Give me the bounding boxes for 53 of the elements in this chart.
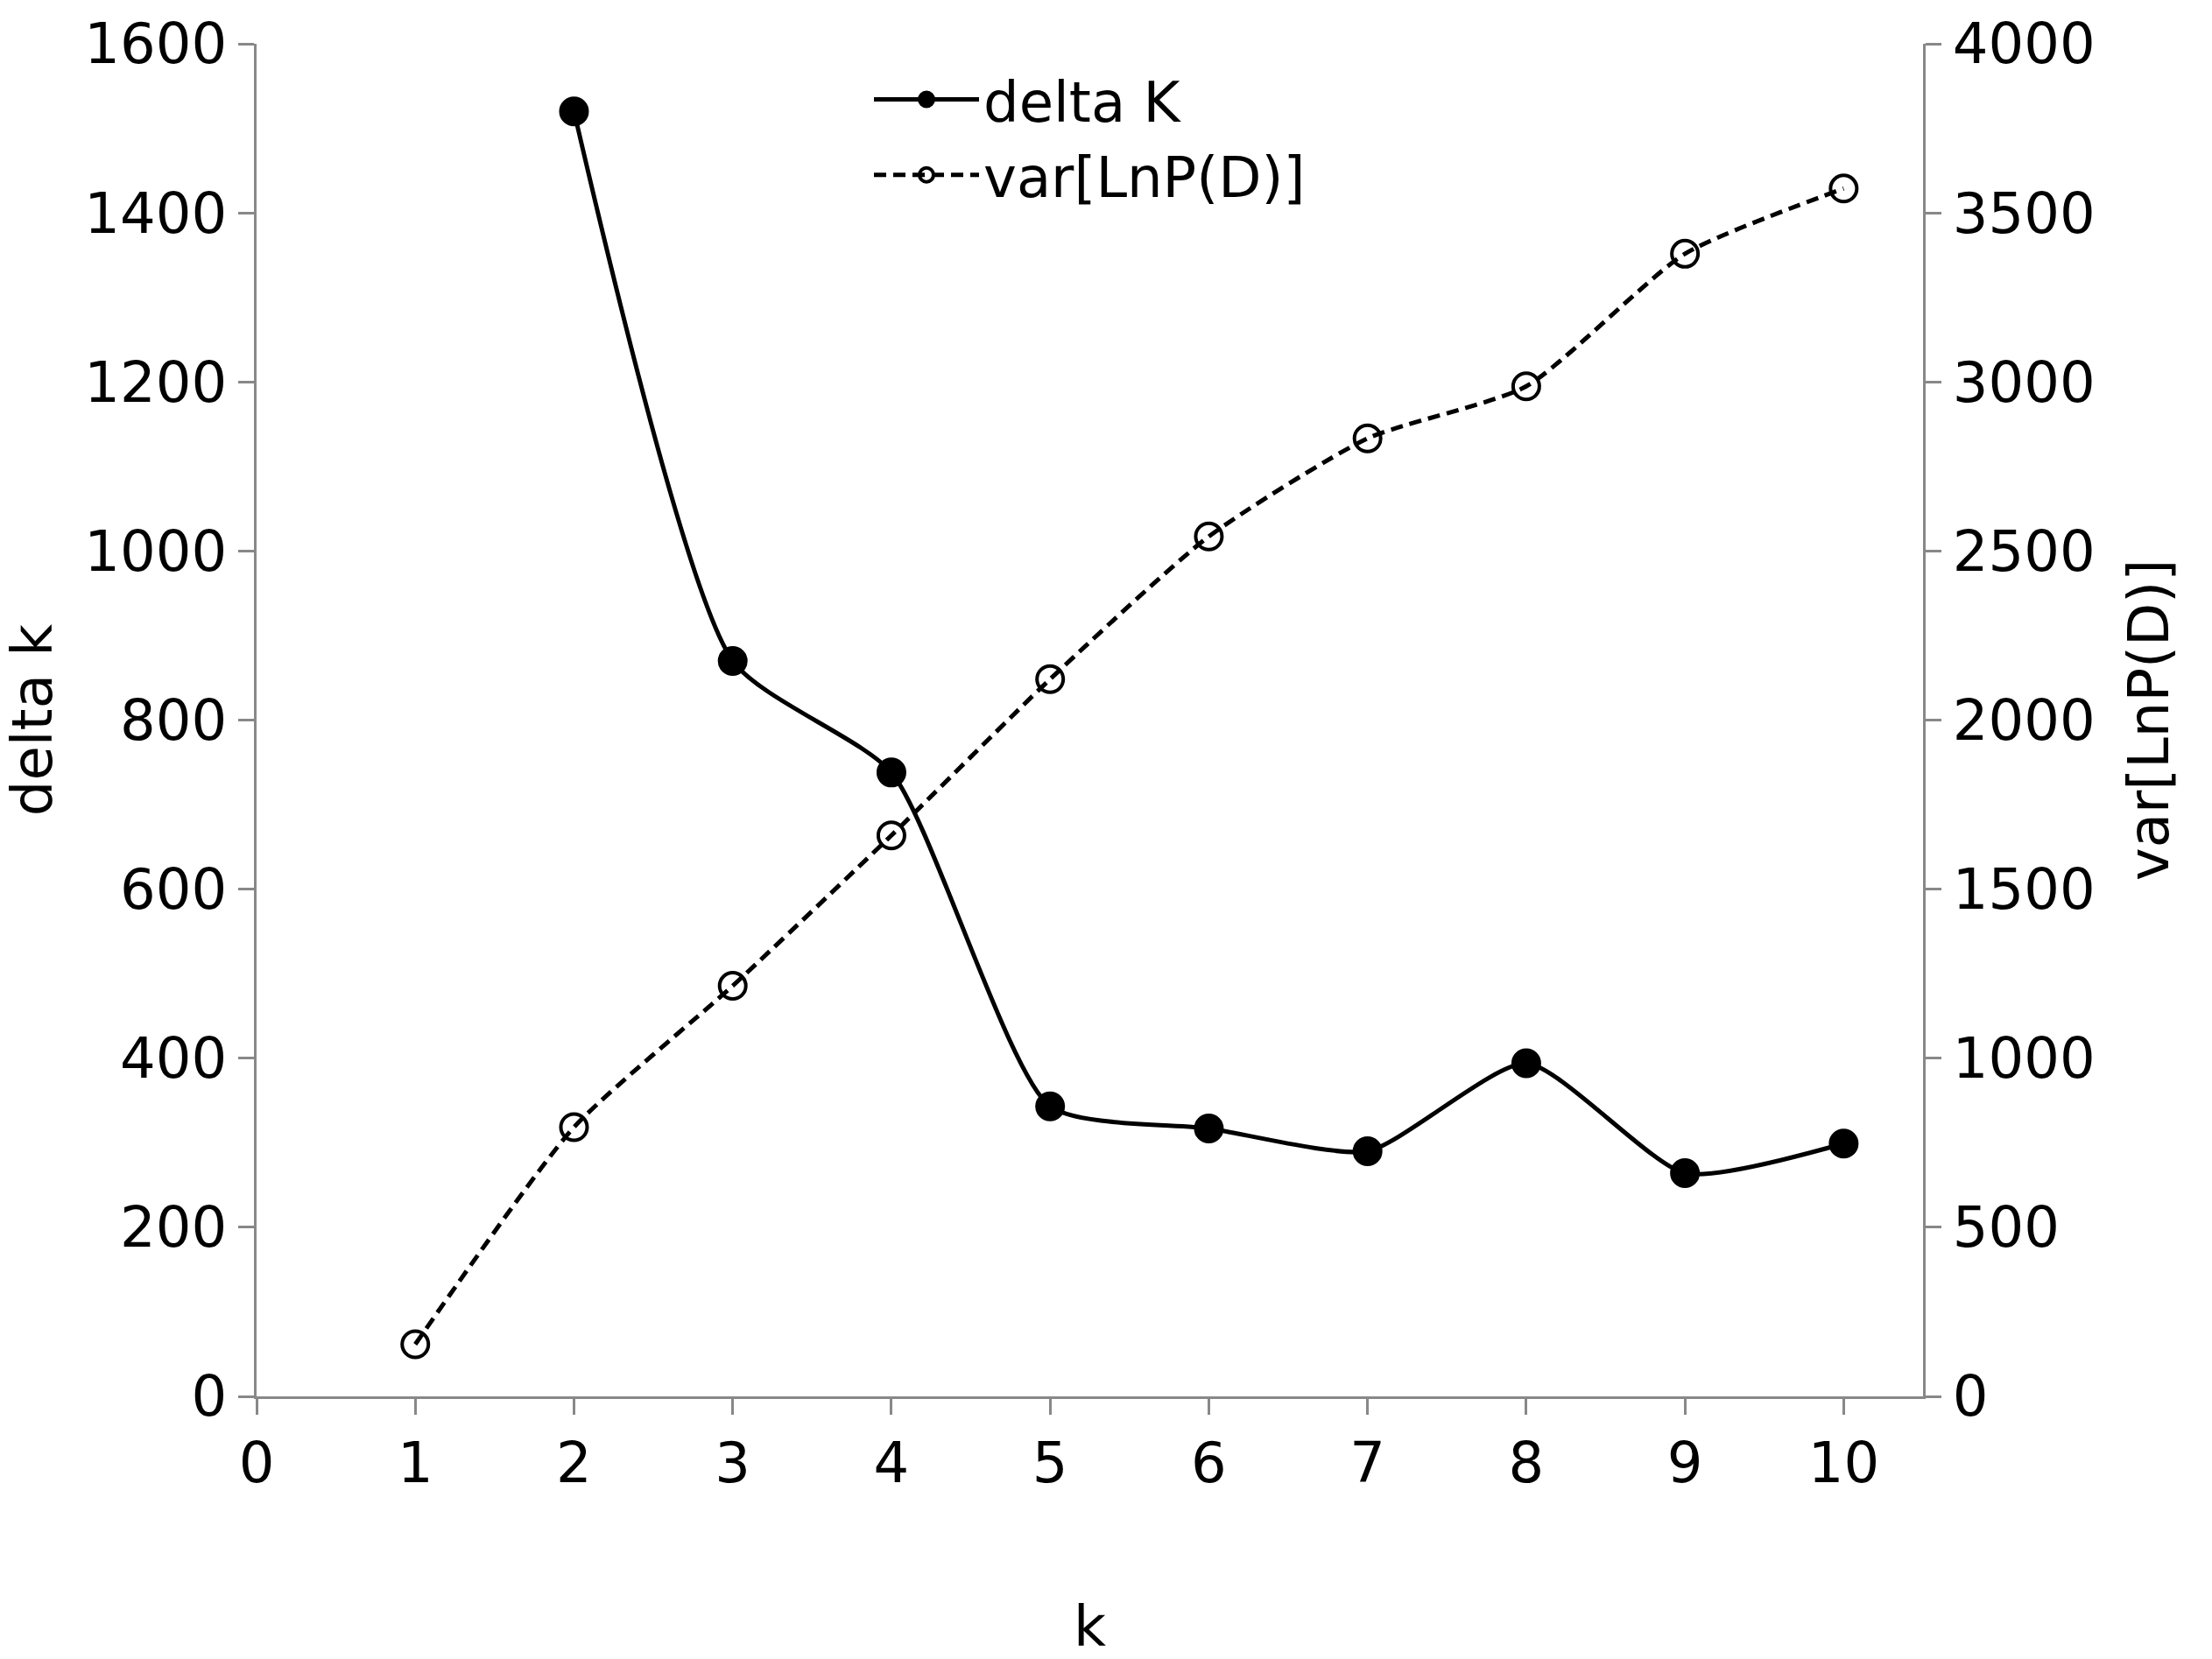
y2-tick-label: 1500 xyxy=(1952,857,2096,923)
y-tick-label: 1400 xyxy=(84,180,228,246)
x-tick-label: 6 xyxy=(1191,1430,1227,1495)
point xyxy=(1035,664,1066,694)
y-tick-label: 1200 xyxy=(84,349,228,415)
point xyxy=(876,820,906,851)
y2-tick-label: 2000 xyxy=(1952,687,2096,753)
x-tick-label: 3 xyxy=(715,1430,751,1495)
point xyxy=(717,645,748,676)
x-tick-label: 1 xyxy=(397,1430,433,1495)
point xyxy=(1511,1048,1541,1079)
y-tick-label: 600 xyxy=(120,857,228,923)
y-tick-label: 200 xyxy=(120,1195,228,1261)
point xyxy=(1828,173,1859,204)
point xyxy=(1035,1091,1066,1121)
point xyxy=(717,971,748,1002)
y-tick-label: 800 xyxy=(120,687,228,753)
point xyxy=(559,1112,589,1142)
x-tick-label: 0 xyxy=(238,1430,275,1495)
point xyxy=(1670,238,1701,269)
x-tick-label: 10 xyxy=(1807,1430,1880,1495)
x-axis-title: k xyxy=(1073,1594,1107,1659)
x-tick-label: 7 xyxy=(1349,1430,1386,1495)
y-tick-label: 1000 xyxy=(84,518,228,584)
point xyxy=(1511,371,1541,402)
y-tick-label: 1600 xyxy=(84,11,228,77)
x-tick-label: 4 xyxy=(873,1430,910,1495)
point xyxy=(1194,1113,1224,1143)
x-tick-label: 8 xyxy=(1508,1430,1545,1495)
x-tick-label: 5 xyxy=(1032,1430,1068,1495)
y2-tick-label: 500 xyxy=(1952,1195,2060,1261)
point xyxy=(559,96,589,127)
point xyxy=(1670,1158,1701,1189)
y2-tick-label: 3500 xyxy=(1952,180,2096,246)
point xyxy=(1828,1128,1859,1159)
legend-label: delta K xyxy=(983,69,1182,135)
y2-tick-label: 3000 xyxy=(1952,349,2096,415)
y2-tick-label: 4000 xyxy=(1952,11,2096,77)
point xyxy=(1194,521,1224,552)
y2-tick-label: 1000 xyxy=(1952,1026,2096,1092)
y-axis-title: delta k xyxy=(0,623,65,817)
point xyxy=(400,1329,431,1360)
y2-tick-label: 2500 xyxy=(1952,518,2096,584)
point xyxy=(876,757,906,788)
y2-tick-label: 0 xyxy=(1952,1364,1989,1430)
y2-axis-title: var[LnP(D)] xyxy=(2116,559,2181,882)
legend-label: var[LnP(D)] xyxy=(983,144,1306,210)
point xyxy=(1352,1135,1383,1166)
y-tick-label: 0 xyxy=(191,1364,228,1430)
y-tick-label: 400 xyxy=(120,1026,228,1092)
x-tick-label: 9 xyxy=(1666,1430,1703,1495)
x-tick-label: 2 xyxy=(556,1430,592,1495)
point xyxy=(1352,423,1383,453)
